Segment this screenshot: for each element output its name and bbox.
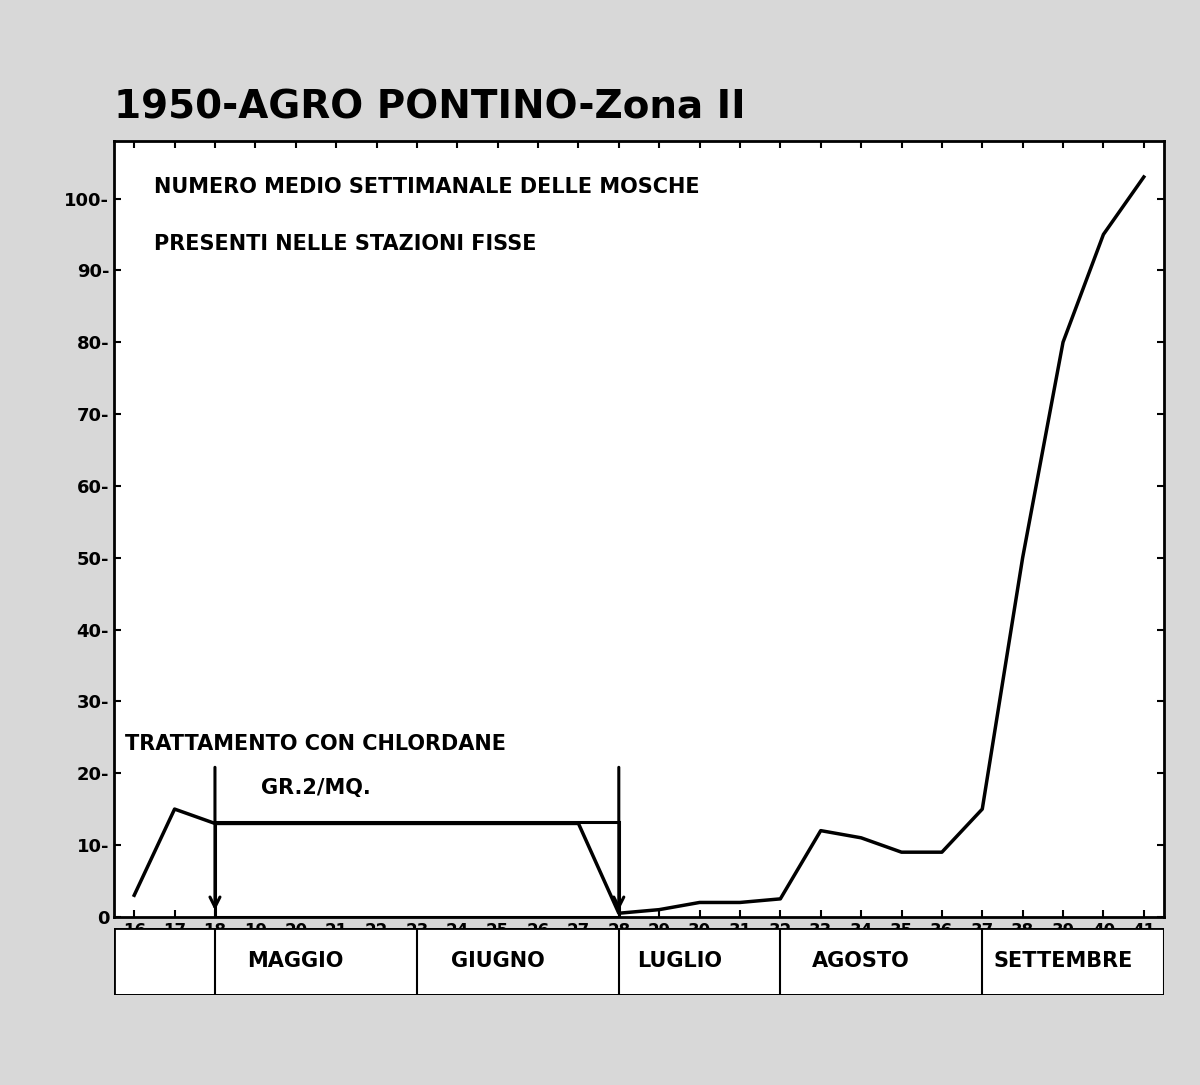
Text: SETTEMBRE: SETTEMBRE — [994, 952, 1133, 971]
Text: LUGLIO: LUGLIO — [637, 952, 722, 971]
Text: PRESENTI NELLE STAZIONI FISSE: PRESENTI NELLE STAZIONI FISSE — [155, 234, 536, 254]
Text: TRATTAMENTO CON CHLORDANE: TRATTAMENTO CON CHLORDANE — [126, 735, 506, 754]
Text: MAGGIO: MAGGIO — [247, 952, 344, 971]
Bar — [215, 822, 619, 917]
Text: GR.2/MQ.: GR.2/MQ. — [262, 778, 371, 797]
Text: GIUGNO: GIUGNO — [451, 952, 545, 971]
Text: 1950-AGRO PONTINO-Zona II: 1950-AGRO PONTINO-Zona II — [114, 89, 745, 127]
Text: AGOSTO: AGOSTO — [812, 952, 910, 971]
Text: NUMERO MEDIO SETTIMANALE DELLE MOSCHE: NUMERO MEDIO SETTIMANALE DELLE MOSCHE — [155, 177, 700, 197]
